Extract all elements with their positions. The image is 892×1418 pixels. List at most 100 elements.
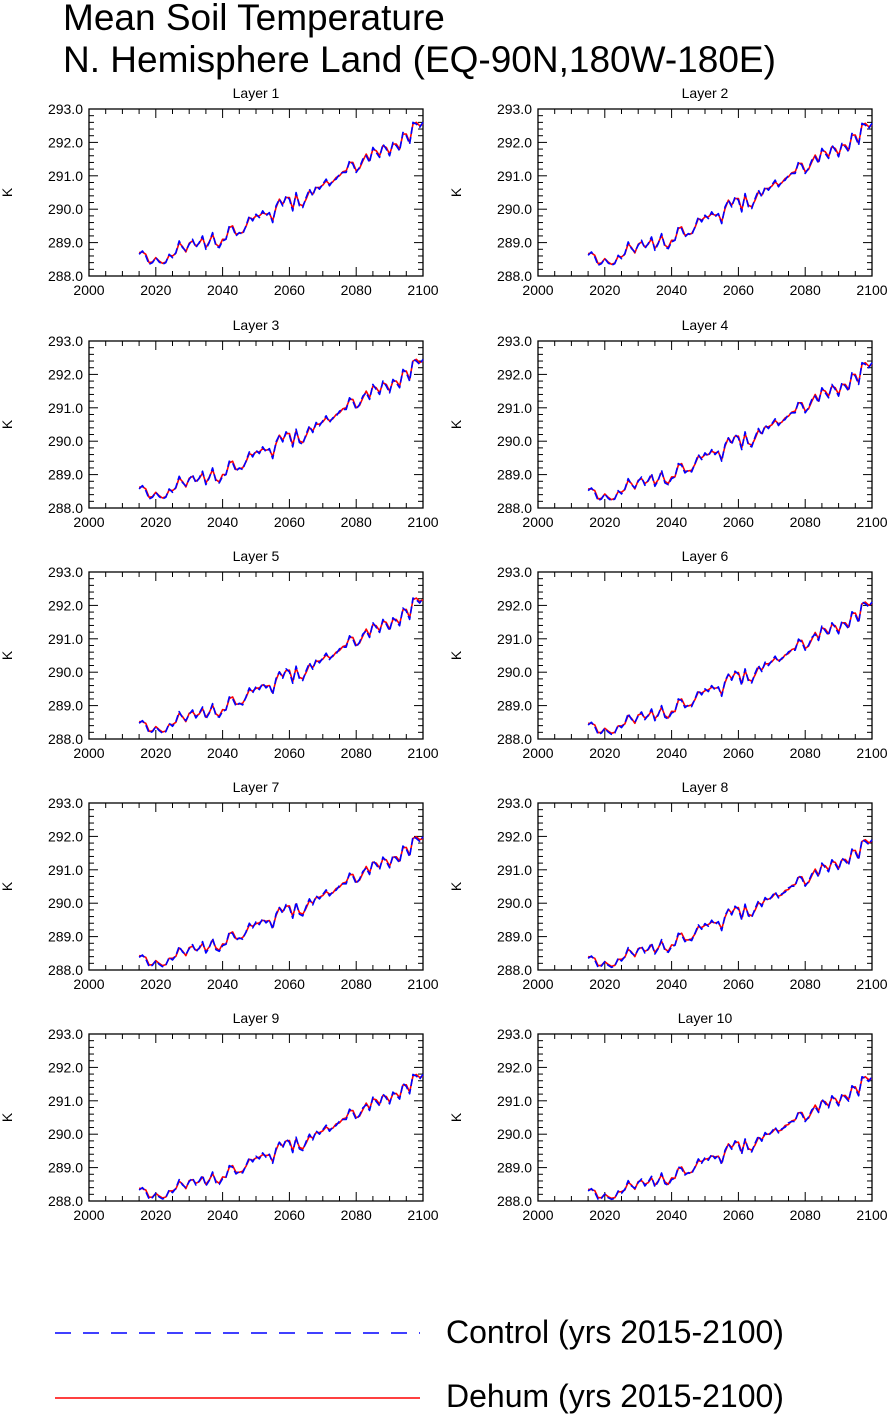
y-tick-label: 291.0: [48, 1093, 83, 1109]
y-axis-label: K: [448, 187, 464, 197]
chart-title-line-1: Mean Soil Temperature: [63, 0, 445, 38]
x-tick-label: 2060: [274, 745, 305, 761]
series-dehum-line: [138, 121, 424, 265]
y-tick-label: 288.0: [497, 500, 532, 516]
y-axis-label: K: [0, 650, 15, 660]
series-dehum-line: [139, 597, 424, 733]
x-tick-label: 2040: [207, 514, 238, 530]
plot-frame: [88, 802, 424, 971]
chart-panel-2: Layer 2 K 2000 2020 2040 2060 2080 2100 288.0 289…: [448, 85, 888, 298]
series-control-line: [587, 1075, 873, 1201]
y-tick-label: 292.0: [497, 134, 532, 150]
panel-title: Layer 2: [682, 85, 729, 101]
y-tick-label: 289.0: [48, 929, 83, 945]
chart-panel-9: Layer 9 K 2000 2020 2040 2060 2080 2100 288.0 289…: [0, 1010, 439, 1223]
y-tick-label: 293.0: [497, 795, 532, 811]
y-tick-label: 293.0: [48, 564, 83, 580]
x-tick-label: 2040: [656, 282, 687, 298]
x-tick-label: 2020: [140, 514, 171, 530]
y-tick-label: 291.0: [497, 400, 532, 416]
y-tick-label: 292.0: [497, 1059, 532, 1075]
y-tick-label: 292.0: [497, 366, 532, 382]
x-tick-label: 2020: [140, 976, 171, 992]
y-tick-label: 290.0: [48, 201, 83, 217]
x-tick-label: 2100: [856, 1207, 887, 1223]
panel-title: Layer 8: [682, 779, 729, 795]
y-axis-label: K: [0, 419, 15, 429]
y-tick-label: 290.0: [48, 1126, 83, 1142]
x-tick-label: 2060: [274, 514, 305, 530]
y-tick-label: 291.0: [48, 168, 83, 184]
plot-frame: [88, 108, 424, 277]
series-control-line: [587, 361, 873, 502]
series-control-line: [138, 1073, 424, 1200]
x-tick-label: 2100: [407, 976, 438, 992]
y-tick-label: 288.0: [497, 268, 532, 284]
chart-panel-10: Layer 10 K 2000 2020 2040 2060 2080 2100 288.0 28…: [448, 1010, 888, 1223]
x-tick-label: 2000: [73, 514, 104, 530]
y-tick-label: 293.0: [48, 795, 83, 811]
y-tick-label: 293.0: [497, 1026, 532, 1042]
y-tick-label: 290.0: [497, 433, 532, 449]
y-tick-label: 288.0: [48, 268, 83, 284]
x-tick-label: 2020: [140, 745, 171, 761]
x-tick-label: 2080: [341, 282, 372, 298]
x-tick-label: 2020: [589, 976, 620, 992]
panel-title: Layer 9: [233, 1010, 280, 1026]
y-tick-label: 291.0: [497, 862, 532, 878]
x-tick-label: 2060: [723, 514, 754, 530]
plot-frame: [537, 802, 873, 971]
y-tick-label: 289.0: [497, 698, 532, 714]
y-tick-label: 290.0: [48, 433, 83, 449]
x-tick-label: 2020: [140, 282, 171, 298]
y-tick-label: 292.0: [48, 1059, 83, 1075]
x-tick-label: 2080: [790, 514, 821, 530]
x-tick-label: 2060: [723, 976, 754, 992]
y-tick-label: 289.0: [48, 235, 83, 251]
x-tick-label: 2020: [589, 282, 620, 298]
y-axis-label: K: [0, 1112, 15, 1122]
x-tick-label: 2000: [73, 1207, 104, 1223]
chart-panel-1: Layer 1 K 2000 2020 2040 2060 2080 2100 288.0 289…: [0, 85, 439, 298]
plot-frame: [88, 1033, 424, 1202]
x-tick-label: 2020: [589, 745, 620, 761]
x-tick-label: 2060: [274, 976, 305, 992]
series-dehum-line: [139, 1073, 424, 1199]
series-dehum-line: [138, 358, 424, 499]
y-tick-label: 288.0: [497, 731, 532, 747]
y-tick-label: 288.0: [48, 500, 83, 516]
x-tick-label: 2080: [790, 1207, 821, 1223]
panel-title: Layer 1: [233, 85, 280, 101]
y-tick-label: 288.0: [497, 962, 532, 978]
plot-frame: [537, 340, 873, 509]
series-dehum-line: [588, 601, 873, 735]
y-tick-label: 291.0: [48, 862, 83, 878]
y-tick-label: 290.0: [497, 895, 532, 911]
x-tick-label: 2040: [207, 282, 238, 298]
legend-dehum-label: Dehum (yrs 2015-2100): [446, 1378, 784, 1414]
series-control-line: [587, 838, 873, 969]
y-tick-label: 289.0: [48, 467, 83, 483]
chart-panel-4: Layer 4 K 2000 2020 2040 2060 2080 2100 288.0 289…: [448, 317, 888, 530]
y-tick-label: 289.0: [48, 698, 83, 714]
chart-title-line-2: N. Hemisphere Land (EQ-90N,180W-180E): [63, 39, 776, 80]
x-tick-label: 2060: [274, 282, 305, 298]
x-tick-label: 2060: [723, 1207, 754, 1223]
y-tick-label: 289.0: [497, 467, 532, 483]
x-tick-label: 2080: [341, 514, 372, 530]
y-tick-label: 293.0: [48, 333, 83, 349]
y-tick-label: 288.0: [48, 1193, 83, 1209]
series-control-line: [587, 122, 873, 267]
x-tick-label: 2040: [656, 1207, 687, 1223]
y-tick-label: 290.0: [497, 664, 532, 680]
series-control-line: [587, 601, 873, 736]
series-dehum-line: [587, 122, 873, 266]
x-tick-label: 2100: [856, 976, 887, 992]
y-tick-label: 291.0: [48, 400, 83, 416]
plot-frame: [537, 1033, 873, 1202]
y-tick-label: 289.0: [497, 235, 532, 251]
y-tick-label: 293.0: [48, 101, 83, 117]
chart-panel-8: Layer 8 K 2000 2020 2040 2060 2080 2100 288.0 289…: [448, 779, 888, 992]
panel-title: Layer 4: [682, 317, 729, 333]
